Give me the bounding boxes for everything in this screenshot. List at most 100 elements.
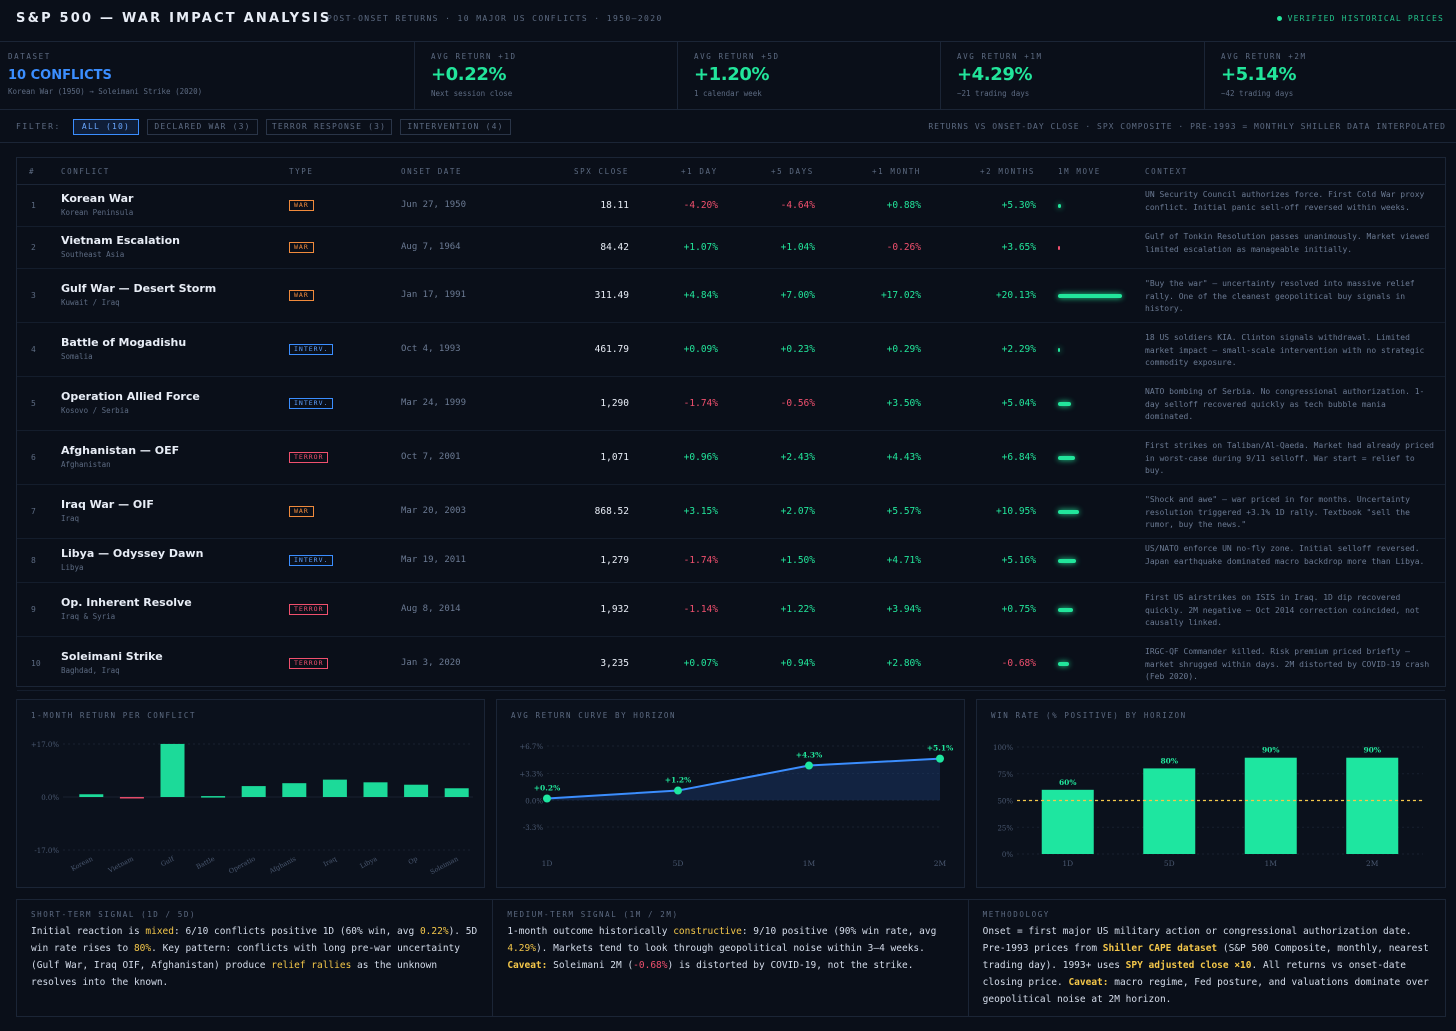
context-text: First strikes on Taliban/Al-Qaeda. Marke… xyxy=(1145,441,1434,475)
return-1d: -1.14% xyxy=(683,604,718,615)
table-row[interactable]: 5 Operation Allied Force Kosovo / Serbia IN… xyxy=(17,377,1445,431)
conflict-name: Vietnam Escalation xyxy=(61,234,180,247)
conflict-region: Afghanistan xyxy=(61,460,111,469)
notes-panel: SHORT-TERM SIGNAL (1D / 5D) Initial reac… xyxy=(16,899,1446,1017)
chart-panel-avg-curve: AVG RETURN CURVE BY HORIZON +6.7% +3.3% 0.… xyxy=(496,699,965,888)
conflict-region: Korean Peninsula xyxy=(61,208,134,217)
move-bar xyxy=(1058,662,1069,666)
y-tick-label: +3.3% xyxy=(519,771,543,779)
move-bar xyxy=(1058,294,1122,298)
note-title: MEDIUM-TERM SIGNAL (1M / 2M) xyxy=(507,910,679,919)
col-header-1m-move: 1M MOVE xyxy=(1058,167,1101,176)
table-row[interactable]: 7 Iraq War — OIF Iraq WAR Mar 20, 2003 868.52… xyxy=(17,485,1445,539)
return-1d: +4.84% xyxy=(683,290,718,301)
y-tick-label: 0% xyxy=(1002,851,1013,859)
bar xyxy=(1143,768,1196,854)
conflict-cell: Libya — Odyssey Dawn Libya xyxy=(61,547,203,572)
spx-close: 18.11 xyxy=(600,200,629,211)
table-row[interactable]: 1 Korean War Korean Peninsula WAR Jun 27, 19… xyxy=(17,185,1445,227)
return-5d: +0.23% xyxy=(780,344,815,355)
table-row[interactable]: 10 Soleimani Strike Baghdad, Iraq TERROR Jan… xyxy=(17,637,1445,691)
spx-close: 3,235 xyxy=(600,658,629,669)
return-5d: +1.22% xyxy=(780,604,815,615)
conflict-name: Soleimani Strike xyxy=(61,650,163,663)
move-bar xyxy=(1058,559,1076,563)
bar xyxy=(1244,757,1297,854)
move-bar xyxy=(1058,402,1072,406)
col-header-onset-date[interactable]: ONSET DATE xyxy=(401,167,463,176)
header: S&P 500 — WAR IMPACT ANALYSIS POST-ONSET… xyxy=(0,0,1456,42)
row-index: 3 xyxy=(31,291,36,300)
return-1d: +0.07% xyxy=(683,658,718,669)
filter-terror-response-button[interactable]: TERROR RESPONSE (3) xyxy=(266,119,392,135)
move-bar xyxy=(1058,246,1060,250)
filter-all-button[interactable]: ALL (10) xyxy=(73,119,139,135)
return-2m: +2.29% xyxy=(1001,344,1036,355)
x-tick-label: Libya xyxy=(359,855,379,871)
conflict-cell: Op. Inherent Resolve Iraq & Syria xyxy=(61,596,192,621)
row-index: 2 xyxy=(31,243,36,252)
col-header-1month[interactable]: +1 MONTH xyxy=(872,167,921,176)
x-tick-label: 5D xyxy=(1164,859,1175,868)
conflict-table: # CONFLICT TYPE ONSET DATE SPX CLOSE +1 … xyxy=(16,157,1446,691)
kpi-label: DATASET xyxy=(8,52,51,61)
table-row[interactable]: 4 Battle of Mogadishu Somalia INTERV. Oct 4,… xyxy=(17,323,1445,377)
bar xyxy=(444,788,469,797)
page-subtitle: POST-ONSET RETURNS · 10 MAJOR US CONFLIC… xyxy=(327,14,663,23)
note-body: 1-month outcome historically constructiv… xyxy=(507,926,937,971)
data-label: +4.3% xyxy=(796,751,822,760)
onset-date: Jan 17, 1991 xyxy=(401,290,467,300)
data-label: +0.2% xyxy=(534,783,560,792)
kpi-label: AVG RETURN +1D xyxy=(431,52,517,61)
type-badge: WAR xyxy=(289,290,314,301)
move-bar xyxy=(1058,510,1079,514)
chart-title: WIN RATE (% POSITIVE) BY HORIZON xyxy=(991,711,1187,720)
chart-panel-1m-return: 1-MONTH RETURN PER CONFLICT +17.0% 0.0% -1… xyxy=(16,699,485,888)
onset-date: Mar 24, 1999 xyxy=(401,398,467,408)
page-title: S&P 500 — WAR IMPACT ANALYSIS xyxy=(16,11,332,26)
spx-close: 1,279 xyxy=(600,555,629,566)
filter-declared-war-button[interactable]: DECLARED WAR (3) xyxy=(147,119,258,135)
table-row[interactable]: 3 Gulf War — Desert Storm Kuwait / Iraq WAR… xyxy=(17,269,1445,323)
bar xyxy=(404,784,429,797)
context-text: "Buy the war" — uncertainty resolved int… xyxy=(1145,279,1415,313)
type-cell: INTERV. xyxy=(289,398,334,409)
kpi-value: +0.22% xyxy=(431,64,507,85)
data-label: +1.2% xyxy=(665,776,691,785)
kpi-value: 10 CONFLICTS xyxy=(8,68,112,83)
conflict-cell: Korean War Korean Peninsula xyxy=(61,192,133,217)
table-row[interactable]: 9 Op. Inherent Resolve Iraq & Syria TERROR A… xyxy=(17,583,1445,637)
return-1m: +5.57% xyxy=(886,506,921,517)
return-1m: +0.29% xyxy=(886,344,921,355)
spx-close: 461.79 xyxy=(594,344,629,355)
chart-title: 1-MONTH RETURN PER CONFLICT xyxy=(31,711,197,720)
filter-intervention-button[interactable]: INTERVENTION (4) xyxy=(400,119,511,135)
return-2m: +6.84% xyxy=(1001,452,1036,463)
col-header-type[interactable]: TYPE xyxy=(289,167,314,176)
data-label: 90% xyxy=(1262,746,1280,755)
col-header-spx-close[interactable]: SPX CLOSE xyxy=(574,167,630,176)
table-header: # CONFLICT TYPE ONSET DATE SPX CLOSE +1 … xyxy=(17,158,1445,185)
return-2m: +3.65% xyxy=(1001,242,1036,253)
y-tick-label: 0.0% xyxy=(41,794,59,802)
col-header-2months[interactable]: +2 MONTHS xyxy=(980,167,1036,176)
kpi-sub: ~42 trading days xyxy=(1221,89,1294,98)
col-header-conflict[interactable]: CONFLICT xyxy=(61,167,110,176)
type-badge: WAR xyxy=(289,506,314,517)
table-row[interactable]: 2 Vietnam Escalation Southeast Asia WAR Aug … xyxy=(17,227,1445,269)
kpi-label: AVG RETURN +1M xyxy=(957,52,1043,61)
data-point xyxy=(674,786,682,795)
conflict-region: Libya xyxy=(61,563,84,572)
table-row[interactable]: 6 Afghanistan — OEF Afghanistan TERROR Oct 7… xyxy=(17,431,1445,485)
col-header-1day[interactable]: +1 DAY xyxy=(681,167,718,176)
data-point xyxy=(543,794,551,803)
col-header-5days[interactable]: +5 DAYS xyxy=(771,167,814,176)
note-body: Initial reaction is mixed: 6/10 conflict… xyxy=(31,926,478,988)
return-5d: +2.07% xyxy=(780,506,815,517)
return-1m: +4.71% xyxy=(886,555,921,566)
conflict-cell: Soleimani Strike Baghdad, Iraq xyxy=(61,650,163,675)
table-row[interactable]: 8 Libya — Odyssey Dawn Libya INTERV. Mar 19,… xyxy=(17,539,1445,583)
conflict-name: Gulf War — Desert Storm xyxy=(61,282,217,295)
chart-title: AVG RETURN CURVE BY HORIZON xyxy=(511,711,677,720)
context-text: US/NATO enforce UN no-fly zone. Initial … xyxy=(1145,544,1425,566)
